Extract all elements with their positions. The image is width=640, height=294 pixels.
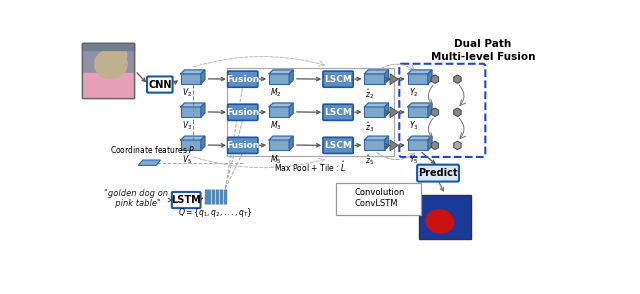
Text: LSCM: LSCM bbox=[324, 108, 352, 117]
Polygon shape bbox=[428, 103, 432, 117]
Polygon shape bbox=[83, 43, 134, 74]
FancyBboxPatch shape bbox=[336, 183, 421, 216]
FancyBboxPatch shape bbox=[83, 43, 134, 98]
Text: Fusion: Fusion bbox=[226, 141, 259, 150]
Text: $M_{3}$: $M_{3}$ bbox=[270, 120, 282, 133]
Polygon shape bbox=[180, 70, 205, 74]
FancyBboxPatch shape bbox=[364, 140, 385, 150]
Polygon shape bbox=[431, 141, 438, 150]
Polygon shape bbox=[201, 136, 205, 150]
Polygon shape bbox=[269, 136, 293, 140]
Text: LSTM: LSTM bbox=[172, 195, 201, 205]
Polygon shape bbox=[454, 141, 461, 150]
Text: Dual Path
Multi-level Fusion: Dual Path Multi-level Fusion bbox=[431, 39, 535, 61]
Polygon shape bbox=[180, 136, 205, 140]
Polygon shape bbox=[390, 74, 398, 85]
Polygon shape bbox=[385, 103, 388, 117]
Text: $M_{5}$: $M_{5}$ bbox=[270, 153, 282, 166]
Polygon shape bbox=[269, 103, 293, 107]
Text: $Y_{2}$: $Y_{2}$ bbox=[408, 87, 418, 99]
Text: ConvLSTM: ConvLSTM bbox=[355, 199, 398, 208]
Polygon shape bbox=[83, 74, 134, 98]
Polygon shape bbox=[342, 189, 351, 196]
FancyBboxPatch shape bbox=[408, 74, 428, 84]
Polygon shape bbox=[408, 103, 432, 107]
FancyBboxPatch shape bbox=[147, 76, 173, 93]
Text: Max Pool + Tile : $\hat{L}$: Max Pool + Tile : $\hat{L}$ bbox=[274, 159, 346, 174]
FancyBboxPatch shape bbox=[419, 195, 472, 239]
Text: CNN: CNN bbox=[148, 80, 172, 90]
Polygon shape bbox=[289, 70, 293, 84]
Text: $Q = \{q_1,q_2,...,q_T\}$: $Q = \{q_1,q_2,...,q_T\}$ bbox=[178, 206, 253, 219]
Polygon shape bbox=[408, 70, 432, 74]
FancyBboxPatch shape bbox=[228, 104, 258, 120]
FancyBboxPatch shape bbox=[399, 64, 485, 157]
Polygon shape bbox=[201, 103, 205, 117]
Text: $Y_{5}$: $Y_{5}$ bbox=[408, 153, 418, 166]
Text: $\hat{z}_5$: $\hat{z}_5$ bbox=[365, 153, 374, 167]
Text: $V_{2}$: $V_{2}$ bbox=[182, 87, 191, 99]
FancyBboxPatch shape bbox=[228, 71, 258, 87]
Text: $V_{5}$: $V_{5}$ bbox=[182, 153, 191, 166]
FancyBboxPatch shape bbox=[269, 140, 289, 150]
Polygon shape bbox=[138, 160, 161, 166]
Polygon shape bbox=[428, 136, 432, 150]
Polygon shape bbox=[180, 103, 205, 107]
Polygon shape bbox=[364, 136, 388, 140]
FancyBboxPatch shape bbox=[269, 74, 289, 84]
Polygon shape bbox=[454, 75, 461, 83]
FancyBboxPatch shape bbox=[180, 74, 201, 84]
Polygon shape bbox=[201, 70, 205, 84]
FancyBboxPatch shape bbox=[228, 137, 258, 153]
Polygon shape bbox=[454, 108, 461, 116]
Polygon shape bbox=[390, 107, 398, 118]
Text: $M_{2}$: $M_{2}$ bbox=[270, 87, 282, 99]
FancyBboxPatch shape bbox=[408, 107, 428, 117]
Polygon shape bbox=[431, 108, 438, 116]
Text: $\hat{z}_2$: $\hat{z}_2$ bbox=[365, 87, 374, 101]
FancyBboxPatch shape bbox=[172, 192, 200, 208]
FancyBboxPatch shape bbox=[364, 107, 385, 117]
FancyBboxPatch shape bbox=[408, 140, 428, 150]
Text: $Y_{3}$: $Y_{3}$ bbox=[408, 120, 419, 133]
Text: Predict: Predict bbox=[419, 168, 458, 178]
Text: Fusion: Fusion bbox=[226, 108, 259, 117]
Text: Coordinate features $P$: Coordinate features $P$ bbox=[109, 144, 195, 155]
FancyBboxPatch shape bbox=[180, 140, 201, 150]
FancyBboxPatch shape bbox=[364, 74, 385, 84]
Polygon shape bbox=[343, 199, 350, 207]
FancyBboxPatch shape bbox=[417, 165, 459, 182]
Text: LSCM: LSCM bbox=[324, 141, 352, 150]
Polygon shape bbox=[289, 103, 293, 117]
Polygon shape bbox=[269, 70, 293, 74]
Ellipse shape bbox=[426, 209, 454, 234]
Text: Convolution: Convolution bbox=[355, 188, 404, 197]
Text: "golden dog on
  pink table": "golden dog on pink table" bbox=[104, 189, 168, 208]
Polygon shape bbox=[364, 103, 388, 107]
Polygon shape bbox=[83, 43, 134, 50]
Text: $\hat{z}_3$: $\hat{z}_3$ bbox=[365, 120, 374, 134]
FancyBboxPatch shape bbox=[323, 104, 353, 120]
Ellipse shape bbox=[94, 49, 128, 79]
FancyBboxPatch shape bbox=[180, 107, 201, 117]
Polygon shape bbox=[428, 70, 432, 84]
Polygon shape bbox=[408, 136, 432, 140]
Polygon shape bbox=[289, 136, 293, 150]
Polygon shape bbox=[385, 136, 388, 150]
FancyBboxPatch shape bbox=[323, 137, 353, 153]
Text: LSCM: LSCM bbox=[324, 75, 352, 84]
Text: $V_{3}$: $V_{3}$ bbox=[182, 120, 192, 133]
Polygon shape bbox=[390, 140, 398, 151]
Polygon shape bbox=[364, 70, 388, 74]
Polygon shape bbox=[385, 70, 388, 84]
FancyBboxPatch shape bbox=[269, 107, 289, 117]
Text: Fusion: Fusion bbox=[226, 75, 259, 84]
FancyBboxPatch shape bbox=[323, 71, 353, 87]
Polygon shape bbox=[431, 75, 438, 83]
Ellipse shape bbox=[112, 47, 127, 63]
